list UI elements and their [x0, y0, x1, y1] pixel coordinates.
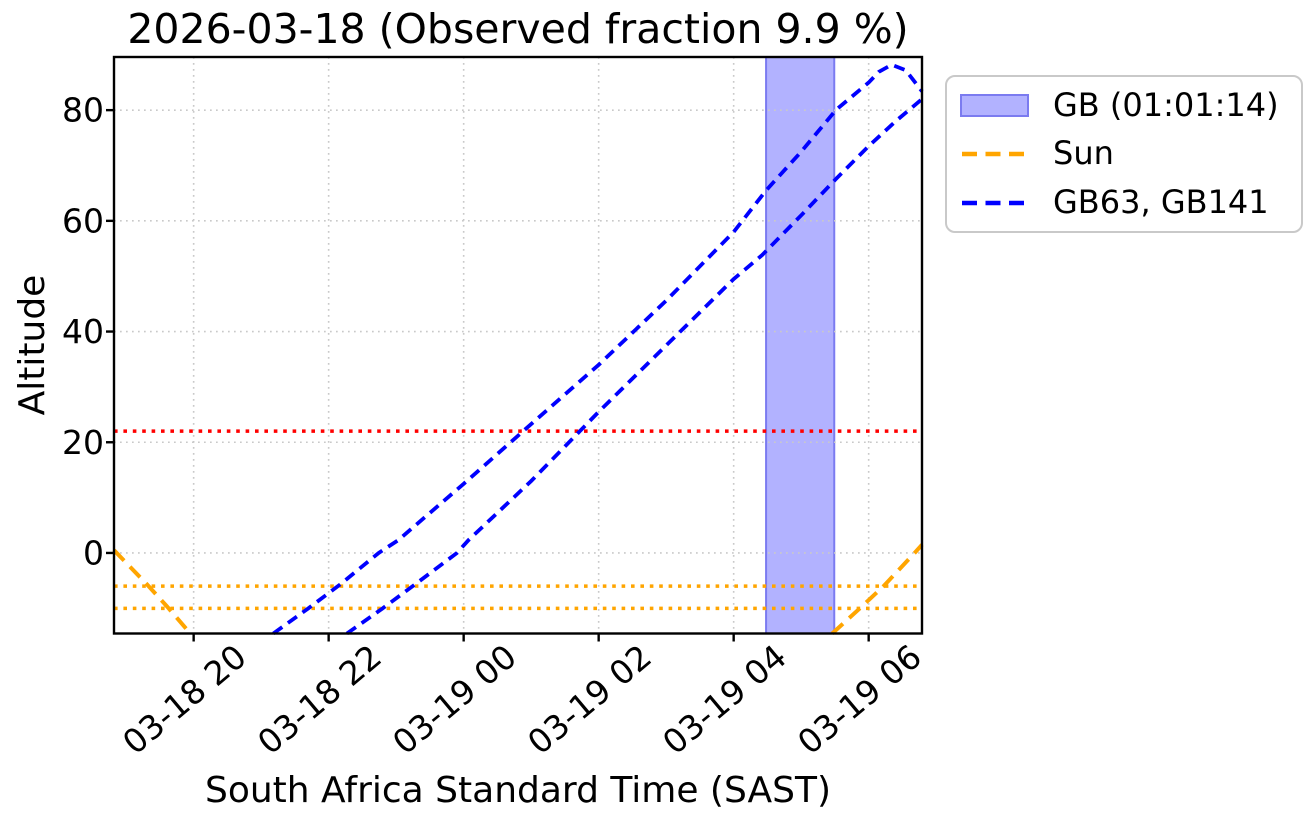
legend-item-gb-window: GB (01:01:14) — [960, 85, 1295, 124]
observation-window-band — [765, 56, 836, 635]
sun-evening-curve — [112, 548, 192, 635]
x-tick-label: 03-19 00 — [385, 637, 524, 762]
legend-gb-label: GB (01:01:14) — [1053, 85, 1279, 124]
sun-morning-curve — [830, 543, 924, 635]
hline-layer — [114, 429, 922, 611]
axes-spines — [112, 55, 924, 635]
band-layer — [765, 56, 836, 635]
gb63-curve — [272, 62, 924, 636]
x-tick-label: 03-19 06 — [790, 637, 929, 762]
y-tick-label: 0 — [83, 533, 104, 572]
y-tick-label: 60 — [62, 201, 104, 240]
gb141-curve — [345, 97, 924, 636]
legend-sun-line-swatch — [962, 151, 1027, 157]
legend-target-line-swatch — [962, 200, 1027, 205]
x-tick-label: 03-18 22 — [250, 637, 389, 762]
tick-layer — [106, 108, 870, 642]
series-layer — [112, 62, 924, 636]
x-axis-label: South Africa Standard Time (SAST) — [205, 770, 831, 811]
legend-item-sun: Sun — [960, 136, 1295, 171]
x-tick-label: 03-18 20 — [115, 637, 254, 762]
legend: GB (01:01:14) Sun GB63, GB141 — [945, 75, 1303, 233]
legend-item-targets: GB63, GB141 — [960, 183, 1295, 222]
grid-layer — [114, 57, 922, 634]
frame-layer — [112, 55, 924, 635]
y-axis-label: Altitude — [12, 275, 53, 416]
x-tick-label: 03-19 04 — [655, 637, 794, 762]
chart-title: 2026-03-18 (Observed fraction 9.9 %) — [127, 5, 908, 53]
legend-targets-label: GB63, GB141 — [1053, 183, 1269, 222]
legend-sun-label: Sun — [1053, 134, 1114, 173]
y-tick-label: 40 — [62, 312, 104, 351]
y-tick-label: 20 — [62, 423, 104, 462]
x-tick-label: 03-19 02 — [520, 637, 659, 762]
y-tick-label: 80 — [62, 91, 104, 130]
legend-gb-patch-swatch — [960, 93, 1029, 117]
